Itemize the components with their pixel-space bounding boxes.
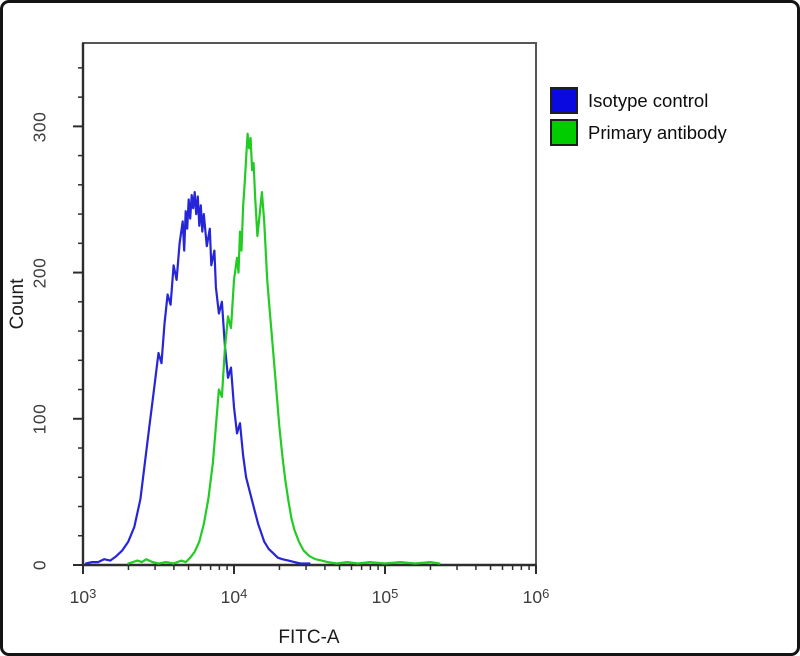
y-tick-label-300: 300 bbox=[29, 111, 50, 143]
plot-border bbox=[82, 42, 537, 566]
legend: Isotype control Primary antibody bbox=[550, 87, 727, 151]
x-tick-label-1e5: 105 bbox=[372, 587, 399, 608]
tick-exponent: 5 bbox=[391, 586, 399, 601]
x-axis-title: FITC-A bbox=[278, 627, 340, 648]
tick-exponent: 6 bbox=[542, 586, 550, 601]
legend-item-primary-antibody: Primary antibody bbox=[550, 119, 727, 146]
legend-swatch-primary-antibody bbox=[550, 119, 578, 146]
plot-svg bbox=[73, 42, 537, 574]
x-tick-label-1e4: 104 bbox=[221, 587, 248, 608]
legend-label-primary-antibody: Primary antibody bbox=[588, 121, 727, 143]
legend-item-isotype-control: Isotype control bbox=[550, 87, 727, 114]
y-tick-label-200: 200 bbox=[29, 257, 50, 289]
legend-label-isotype-control: Isotype control bbox=[588, 89, 709, 111]
legend-swatch-isotype-control bbox=[550, 87, 578, 114]
y-axis-title: Count bbox=[7, 278, 28, 330]
tick-base: 10 bbox=[371, 587, 392, 607]
y-tick-label-0: 0 bbox=[29, 559, 50, 571]
series-trace-0 bbox=[84, 191, 311, 565]
tick-exponent: 4 bbox=[240, 586, 248, 601]
x-tick-label-1e6: 106 bbox=[523, 587, 550, 608]
tick-base: 10 bbox=[220, 587, 241, 607]
x-tick-label-1e3: 103 bbox=[70, 587, 97, 608]
y-tick-label-100: 100 bbox=[29, 403, 50, 435]
series-trace-1 bbox=[127, 132, 441, 565]
tick-base: 10 bbox=[522, 587, 543, 607]
tick-exponent: 3 bbox=[89, 586, 97, 601]
tick-base: 10 bbox=[69, 587, 90, 607]
